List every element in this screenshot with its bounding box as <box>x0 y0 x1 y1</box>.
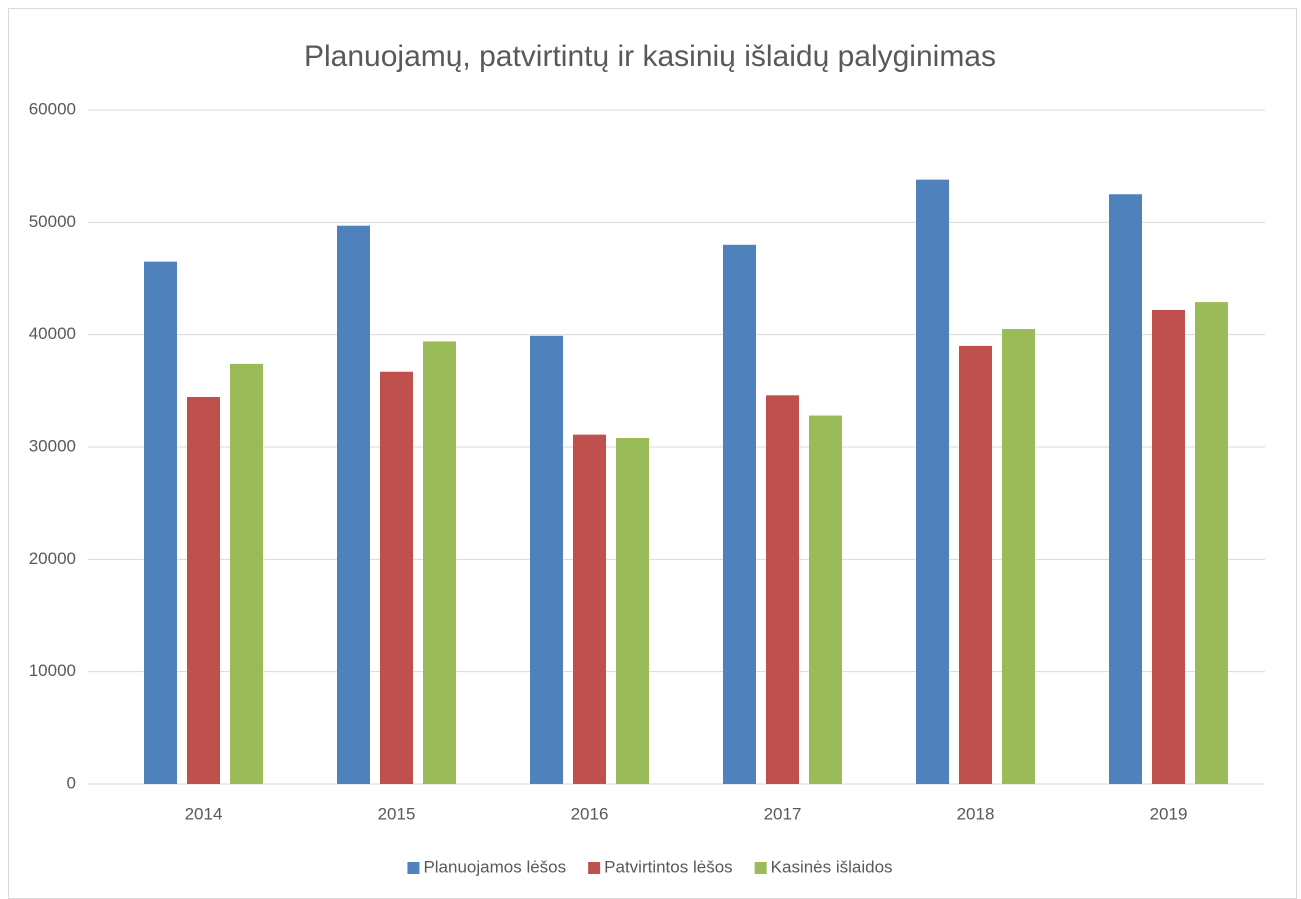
y-tick-label: 60000 <box>29 99 76 118</box>
bar <box>723 244 756 785</box>
bar <box>1002 329 1035 784</box>
bar <box>959 345 992 784</box>
y-tick-label: 10000 <box>29 661 76 680</box>
legend: Planuojamos lėšos Patvirtintos lėšos Kasin… <box>407 857 893 876</box>
bar <box>380 371 413 784</box>
x-tick-label: 2014 <box>185 804 223 823</box>
legend-swatch <box>588 862 601 874</box>
y-tick-label: 50000 <box>29 212 76 231</box>
x-tick-label: 2015 <box>378 804 416 823</box>
y-tick-label: 30000 <box>29 436 76 455</box>
y-tick-label: 40000 <box>29 324 76 343</box>
legend-swatch <box>754 862 767 874</box>
legend-swatch <box>407 862 420 874</box>
chart-title: Planuojamų, patvirtintų ir kasinių išlai… <box>304 40 996 73</box>
bar <box>573 434 606 784</box>
bar <box>423 341 456 784</box>
bar <box>530 335 563 784</box>
y-tick-label: 0 <box>67 773 76 792</box>
y-tick-label: 20000 <box>29 549 76 568</box>
x-tick-label: 2017 <box>764 804 802 823</box>
x-tick-label: 2016 <box>571 804 609 823</box>
chart-border <box>8 8 1297 899</box>
legend-label: Kasinės išlaidos <box>771 857 893 876</box>
bar <box>337 225 370 784</box>
bar <box>916 179 949 784</box>
x-tick-label: 2019 <box>1150 804 1188 823</box>
bar <box>1109 194 1142 784</box>
bar <box>1152 309 1185 784</box>
bar <box>766 395 799 784</box>
bar <box>187 397 220 784</box>
bar <box>616 438 649 784</box>
legend-label: Patvirtintos lėšos <box>604 857 733 876</box>
bar <box>1195 302 1228 784</box>
bar <box>230 363 263 784</box>
legend-label: Planuojamos lėšos <box>423 857 566 876</box>
x-tick-label: 2018 <box>957 804 995 823</box>
bar <box>809 415 842 784</box>
bar <box>144 261 177 784</box>
